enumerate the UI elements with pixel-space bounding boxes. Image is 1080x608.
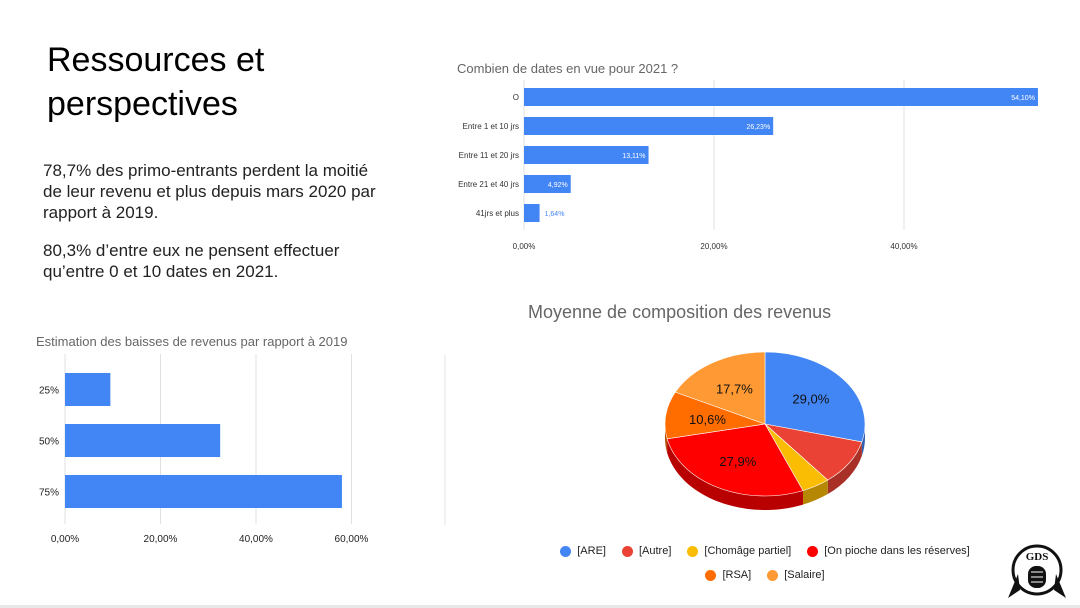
bar [65,424,221,457]
pie-legend: [ARE] [Autre] [Chomâge partiel] [On pioc… [500,545,1030,581]
x-tick-label: 40,00% [890,242,917,251]
legend-dot-chomage-partiel [687,545,699,557]
category-label: Entre 1 et 10 jrs [463,122,519,131]
bar [524,88,1038,106]
category-label: Entre 11 et 20 jrs [459,151,519,160]
legend-item-reserves: [On pioche dans les réserves] [807,545,970,557]
data-label: 54,10% [1011,95,1035,102]
legend-dot-rsa [705,569,717,581]
category-label: 25% [39,386,59,397]
legend-label-reserves: [On pioche dans les réserves] [824,545,970,557]
legend-dot-reserves [807,545,819,557]
pie-slice-side [827,441,862,495]
legend-label-rsa: [RSA] [722,569,752,581]
bar [524,175,571,193]
pie-slice-side [667,438,803,510]
pie-slice-side [861,424,865,456]
chart-divider [444,355,446,525]
bar [524,117,774,135]
dates-chart-title: Combien de dates en vue pour 2021 ? [457,61,679,76]
bar [65,475,342,508]
summary-paragraph-1: 78,7% des primo-entrants perdent la moit… [43,161,376,222]
dates-bar-chart: 0,00% 20,00% 40,00% O 54,10% Entre 1 et 10 jr… [458,80,1038,251]
pie-slice [674,351,766,425]
category-label: Entre 21 et 40 jrs [458,180,519,189]
bottom-rule [0,605,1080,608]
pie-slice-side [802,480,828,505]
gds-logo: GDS [1008,544,1066,598]
legend-label-salaire: [Salaire] [784,569,825,581]
x-tick-label: 60,00% [335,534,369,545]
x-tick-label: 0,00% [513,242,536,251]
income-drop-chart-title: Estimation des baisses de revenus par ra… [36,334,348,349]
data-label: 13,11% [622,153,645,160]
legend-item-chomage-partiel: [Chomâge partiel] [687,545,791,557]
slide-title: Ressources et perspectives [47,41,265,123]
category-label: O [513,93,519,102]
x-tick-label: 20,00% [144,534,178,545]
data-label: 26,23% [746,124,770,131]
x-tick-label: 40,00% [239,534,273,545]
category-label: 75% [39,488,59,499]
legend-item-rsa: [RSA] [705,569,751,581]
bar [65,373,111,406]
legend-label-are: [ARE] [577,545,606,557]
legend-dot-salaire [767,569,779,581]
legend-item-salaire: [Salaire] [767,569,825,581]
pie-slice [666,423,804,497]
pie-slice-side [665,424,668,453]
pie-data-label: 17,7% [716,382,753,397]
data-label: 1,64% [545,211,565,218]
legend-item-are: [ARE] [560,545,606,557]
pie-slice [764,351,866,443]
summary-paragraph-2: 80,3% d’entre eux ne pensent effectuer q… [43,241,340,281]
pie-data-label: 10,6% [689,412,726,427]
income-drop-bar-chart: 0,00% 20,00% 40,00% 60,00% 25% 50% 75% [39,354,369,545]
bar [524,146,649,164]
bar [524,204,540,222]
legend-label-autre: [Autre] [638,545,672,557]
income-pie-chart: 29,0% 27,9% 10,6% 17,7% [664,351,866,510]
legend-dot-autre [621,545,633,557]
logo-text: GDS [1026,551,1049,563]
legend-dot-are [560,545,572,557]
legend-item-autre: [Autre] [621,545,672,557]
x-tick-label: 20,00% [700,242,727,251]
data-label: 4,92% [548,182,568,189]
category-label: 50% [39,437,59,448]
pie-data-label: 29,0% [792,391,829,406]
category-label: 41jrs et plus [476,209,519,218]
pie-data-label: 27,9% [719,454,756,469]
income-pie-chart-title: Moyenne de composition des revenus [528,302,832,322]
x-tick-label: 0,00% [51,534,79,545]
legend-label-chomage-partiel: [Chomâge partiel] [704,545,792,557]
